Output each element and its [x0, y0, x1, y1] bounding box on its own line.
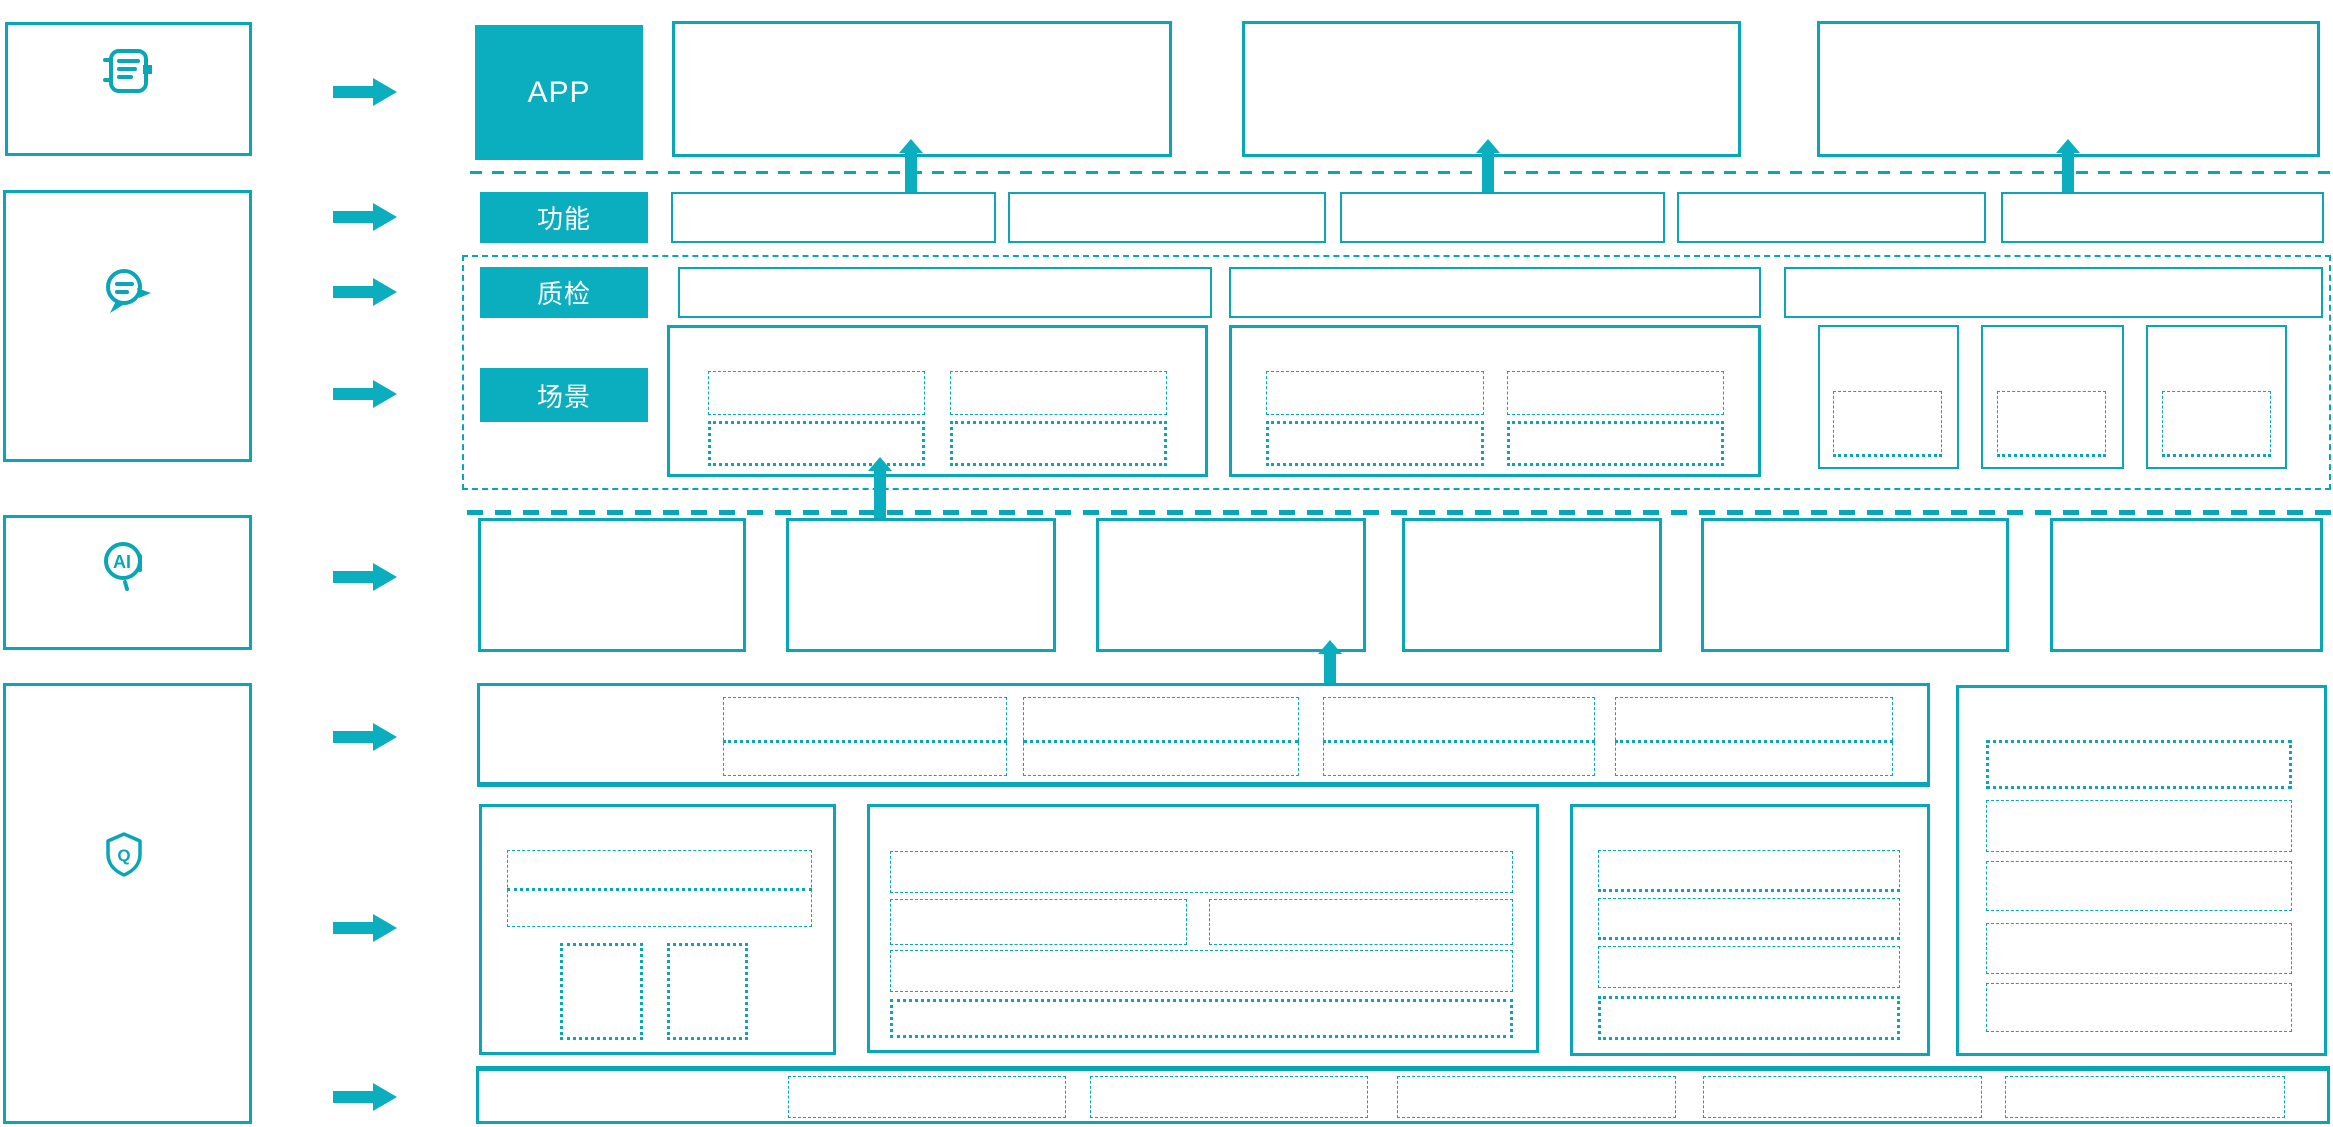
engine-box-1	[478, 518, 746, 652]
ai-assistant-icon: AI	[104, 542, 142, 591]
scene-group-3	[1818, 325, 1959, 469]
module-box-dialog	[3, 190, 252, 462]
row-label-scene-text: 场景	[536, 381, 591, 412]
process-container-1	[479, 804, 836, 1055]
process-slot	[1598, 850, 1900, 892]
process-slot	[1598, 946, 1900, 988]
row-label-scene: 场景	[480, 368, 648, 422]
app-panel-3	[1817, 21, 2320, 157]
engine-box-6	[2050, 518, 2323, 652]
arrow-right-scene	[333, 380, 397, 408]
function-slot-4	[1677, 192, 1986, 243]
arrow-right-base	[333, 1083, 397, 1111]
process-slot	[1598, 898, 1900, 940]
scene-slot	[1507, 371, 1724, 415]
quality-slot-2	[1229, 267, 1761, 318]
process-slot-small	[667, 943, 748, 1040]
engine-box-3	[1096, 518, 1366, 652]
process-slot	[1209, 899, 1513, 945]
engine-box-5	[1701, 518, 2009, 652]
quality-scene-dashed-container	[462, 255, 2331, 490]
access-bar	[477, 683, 1930, 787]
scene-slot-square	[1833, 391, 1942, 457]
base-slot	[1090, 1076, 1368, 1118]
scene-group-2	[1229, 325, 1761, 477]
right-panel-slot	[1986, 861, 2292, 911]
module-box-app	[5, 22, 252, 156]
row-label-quality-check-text: 质检	[536, 279, 591, 309]
access-slot	[1323, 697, 1595, 776]
scene-slot	[708, 371, 925, 415]
scene-group-4	[1981, 325, 2124, 469]
arrow-right-quality-check	[333, 278, 397, 306]
right-panel-slot	[1986, 923, 2292, 974]
ai-icon-text: AI	[113, 552, 131, 572]
shield-icon-text: Q	[117, 846, 130, 865]
function-slot-2	[1008, 192, 1326, 243]
quality-shield-icon: Q	[106, 832, 142, 877]
scene-slot	[950, 421, 1167, 466]
arrow-right-access	[333, 723, 397, 751]
function-slot-5	[2001, 192, 2324, 243]
arrow-right-engine	[333, 563, 397, 591]
process-slot	[890, 851, 1513, 893]
app-panel-2	[1242, 21, 1741, 157]
base-slot	[2005, 1076, 2285, 1118]
row-label-app-text: APP	[527, 75, 591, 109]
module-box-ai: AI	[3, 515, 252, 650]
dashed-separator-1	[470, 171, 2333, 174]
arrow-right-app	[333, 78, 397, 106]
process-slot	[890, 899, 1187, 945]
scene-slot-square	[2162, 391, 2271, 457]
scene-slot	[950, 371, 1167, 415]
process-slot	[507, 850, 812, 927]
process-slot	[890, 999, 1513, 1038]
scene-slot	[708, 421, 925, 466]
arrow-right-function	[333, 203, 397, 231]
dashed-separator-2	[467, 510, 2333, 515]
access-slot	[723, 697, 1007, 776]
function-slot-1	[671, 192, 996, 243]
process-container-2	[867, 804, 1539, 1053]
base-slot	[1703, 1076, 1982, 1118]
row-label-function: 功能	[480, 192, 648, 243]
base-slot	[788, 1076, 1066, 1118]
scene-slot-square	[1997, 391, 2106, 457]
right-panel-slot	[1986, 740, 2292, 789]
engine-box-2	[786, 518, 1056, 652]
scene-group-1	[667, 325, 1208, 477]
module-box-quality: Q	[3, 683, 252, 1124]
process-slot	[890, 950, 1513, 992]
scene-slot	[1266, 421, 1484, 466]
process-container-3	[1570, 804, 1930, 1056]
right-panel-slot	[1986, 800, 2292, 852]
app-window-list-icon	[103, 49, 152, 93]
row-label-function-text: 功能	[536, 204, 591, 234]
arrow-right-process	[333, 914, 397, 942]
right-panel-slot	[1986, 983, 2292, 1032]
app-panel-1	[672, 21, 1172, 157]
process-slot-small	[560, 943, 643, 1040]
row-label-app: APP	[475, 25, 643, 160]
scene-group-5	[2146, 325, 2287, 469]
access-slot	[1023, 697, 1299, 776]
base-slot	[1397, 1076, 1676, 1118]
right-panel	[1956, 685, 2327, 1056]
quality-slot-3	[1784, 267, 2323, 318]
quality-slot-1	[678, 267, 1212, 318]
engine-box-4	[1402, 518, 1662, 652]
row-label-quality-check: 质检	[480, 267, 648, 318]
scene-slot	[1266, 371, 1484, 415]
base-strip	[476, 1066, 2330, 1124]
chat-bubble-icon	[106, 269, 151, 313]
process-slot	[1598, 996, 1900, 1040]
function-slot-3	[1340, 192, 1665, 243]
scene-slot	[1507, 421, 1724, 466]
access-slot	[1615, 697, 1893, 776]
